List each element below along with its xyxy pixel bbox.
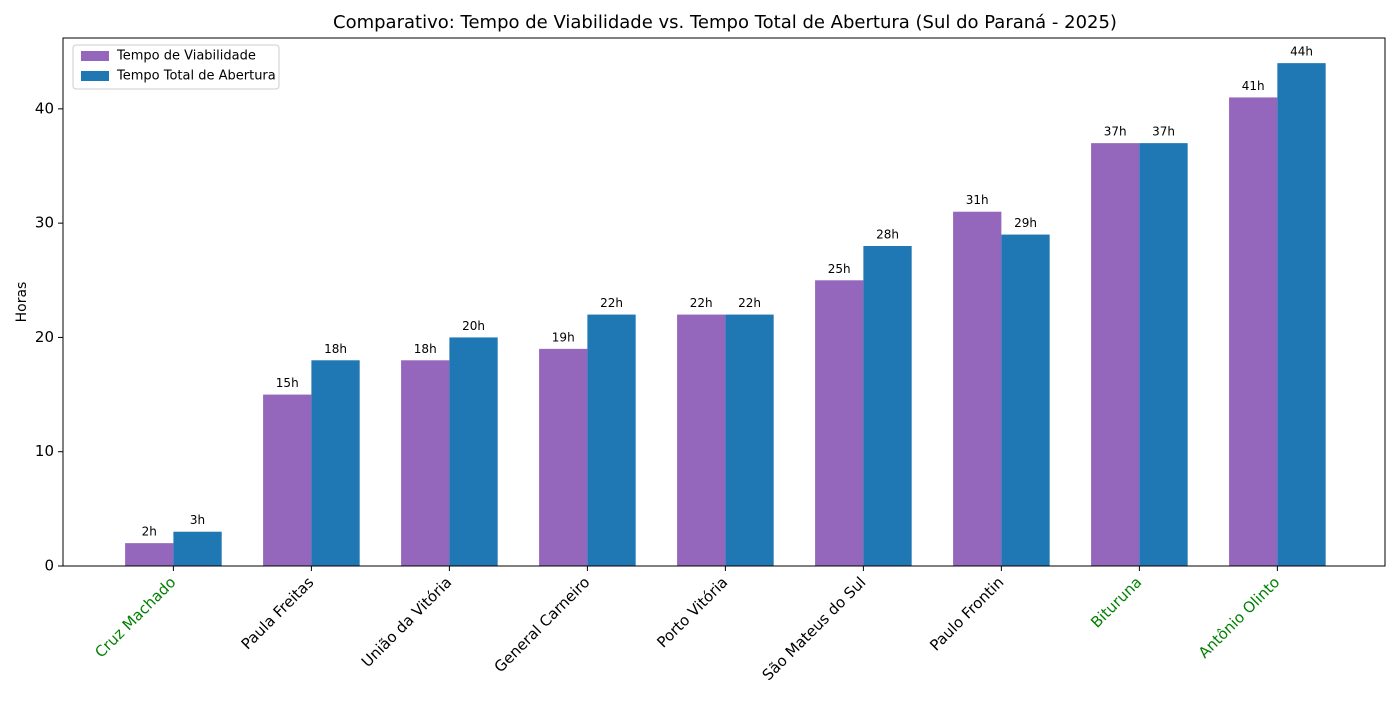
x-tick-label: São Mateus do Sul: [759, 573, 870, 684]
bar: [1277, 63, 1326, 567]
value-label: 37h: [1152, 125, 1175, 139]
value-label: 3h: [190, 513, 205, 527]
value-label: 20h: [462, 319, 485, 333]
bar: [311, 360, 360, 566]
bar: [401, 360, 450, 566]
x-tick-label: Porto Vitória: [653, 573, 731, 651]
value-label: 41h: [1242, 79, 1265, 93]
bar: [173, 531, 222, 566]
y-tick-label: 20: [35, 328, 54, 346]
y-tick-label: 30: [35, 214, 54, 232]
value-label: 2h: [142, 525, 157, 539]
bar: [1091, 143, 1140, 566]
value-label: 44h: [1290, 45, 1313, 59]
x-tick-label: Antônio Olinto: [1195, 573, 1283, 661]
value-label: 28h: [876, 228, 899, 242]
bar: [587, 314, 636, 566]
value-label: 31h: [966, 193, 989, 207]
bar: [539, 348, 588, 566]
y-tick-label: 40: [35, 99, 54, 117]
value-label: 29h: [1014, 216, 1037, 230]
value-label: 19h: [552, 330, 575, 344]
value-label: 22h: [690, 296, 713, 310]
y-axis-label: Horas: [14, 282, 30, 323]
bar: [1139, 143, 1188, 566]
bar: [725, 314, 774, 566]
x-tick-label: General Carneiro: [491, 573, 594, 676]
plot-frame: [62, 37, 1386, 567]
value-label: 25h: [828, 262, 851, 276]
bar: [863, 246, 912, 566]
legend-label: Tempo de Viabilidade: [116, 49, 256, 64]
x-tick-label: Cruz Machado: [91, 573, 179, 661]
value-label: 15h: [276, 376, 299, 390]
bar: [815, 280, 864, 566]
bar: [263, 394, 312, 566]
legend-swatch: [81, 51, 109, 61]
x-tick-label: Paulo Frontin: [926, 573, 1007, 654]
value-label: 18h: [414, 342, 437, 356]
bar: [1001, 234, 1050, 567]
value-label: 37h: [1104, 125, 1127, 139]
legend-label: Tempo Total de Abertura: [116, 69, 276, 84]
x-tick-label: Paula Freitas: [238, 573, 318, 653]
legend-box: [72, 44, 280, 90]
value-label: 22h: [600, 296, 623, 310]
bar: [953, 211, 1002, 566]
y-tick-label: 10: [35, 442, 54, 460]
value-label: 22h: [738, 296, 761, 310]
y-tick-label: 0: [44, 557, 54, 575]
legend-swatch: [81, 71, 109, 81]
bar: [1229, 97, 1278, 566]
x-tick-label: União da Vitória: [358, 573, 456, 671]
bar: [677, 314, 726, 566]
x-tick-label: Bituruna: [1087, 573, 1145, 631]
value-label: 18h: [324, 342, 347, 356]
chart-title: Comparativo: Tempo de Viabilidade vs. Te…: [333, 12, 1117, 33]
bar: [125, 543, 174, 566]
bar: [449, 337, 498, 566]
